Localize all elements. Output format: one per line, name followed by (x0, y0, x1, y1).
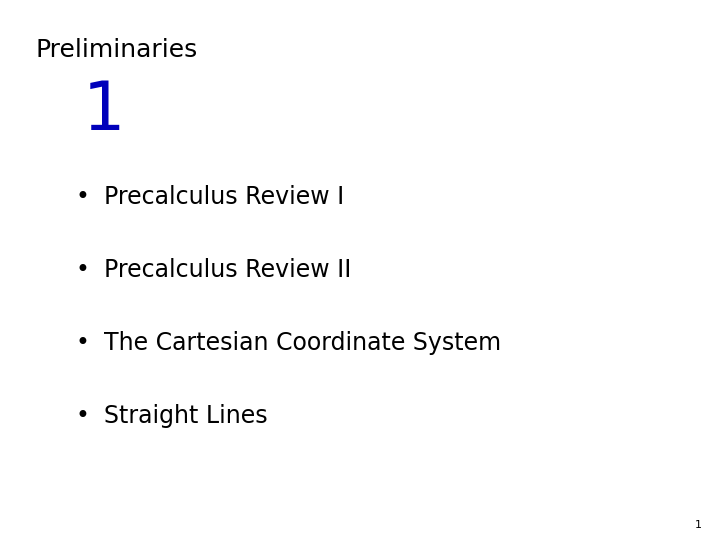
Text: Straight Lines: Straight Lines (104, 404, 268, 428)
Text: Preliminaries: Preliminaries (36, 38, 198, 62)
Text: 1: 1 (83, 78, 125, 144)
Text: •: • (76, 185, 90, 209)
Text: •: • (76, 258, 90, 282)
Text: Precalculus Review I: Precalculus Review I (104, 185, 345, 209)
Text: Precalculus Review II: Precalculus Review II (104, 258, 352, 282)
Text: The Cartesian Coordinate System: The Cartesian Coordinate System (104, 331, 502, 355)
Text: •: • (76, 331, 90, 355)
Text: 1: 1 (695, 520, 702, 530)
Text: •: • (76, 404, 90, 428)
